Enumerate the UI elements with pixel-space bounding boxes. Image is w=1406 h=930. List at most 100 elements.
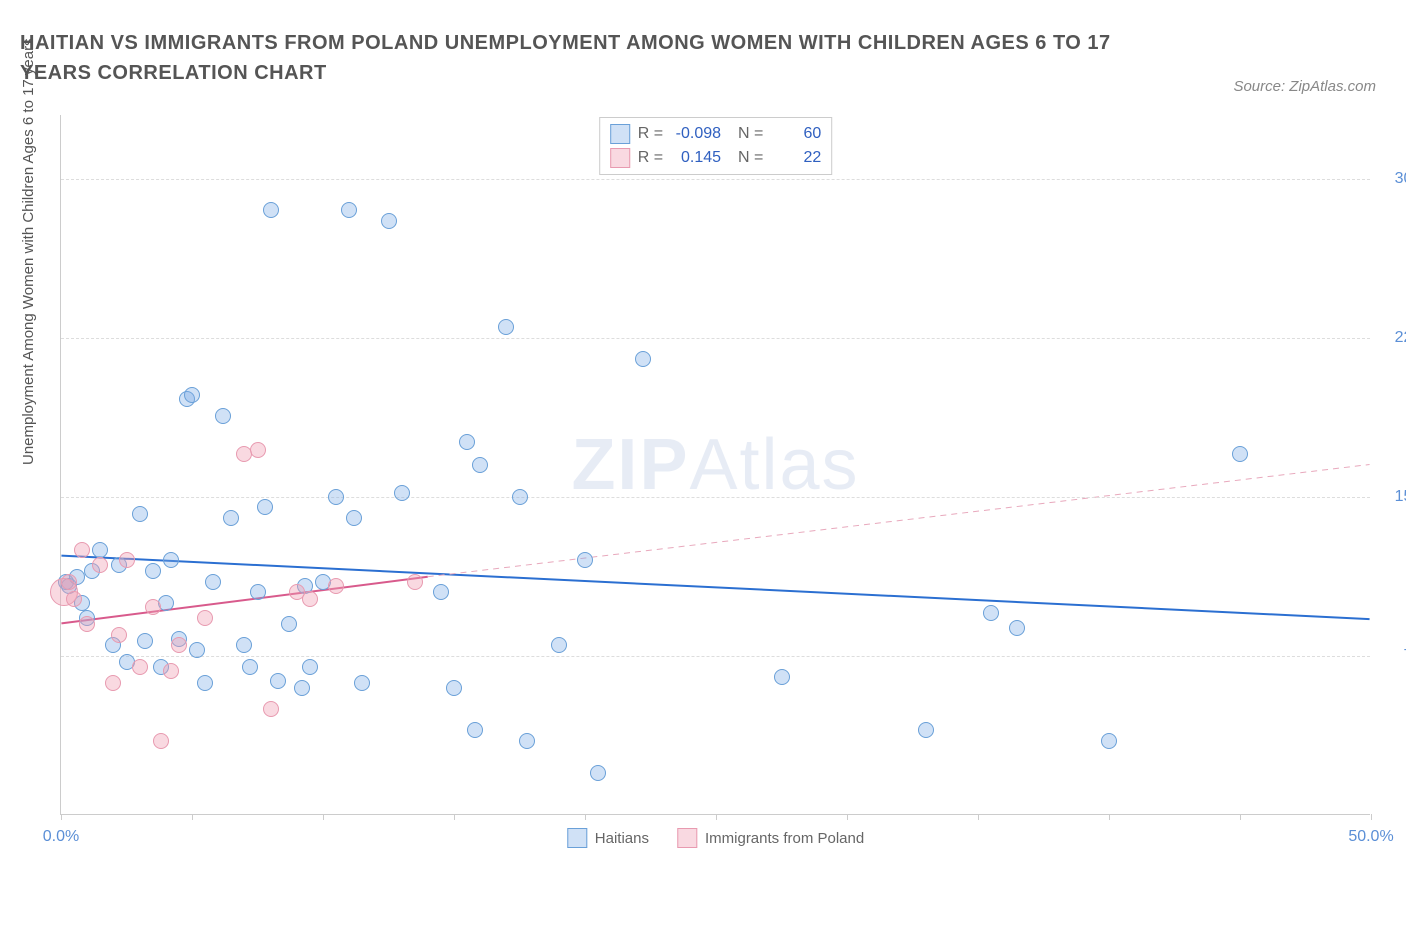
data-point: [250, 584, 266, 600]
y-tick-label: 30.0%: [1380, 170, 1406, 188]
x-tick-mark: [585, 814, 586, 820]
x-tick-mark: [1240, 814, 1241, 820]
data-point: [250, 442, 266, 458]
data-point: [1009, 620, 1025, 636]
data-point: [236, 637, 252, 653]
data-point: [407, 574, 423, 590]
x-tick-mark: [1371, 814, 1372, 820]
data-point: [472, 457, 488, 473]
data-point: [163, 552, 179, 568]
data-point: [137, 633, 153, 649]
n-value: 60: [771, 125, 821, 143]
data-point: [328, 578, 344, 594]
data-point: [519, 733, 535, 749]
x-tick-mark: [847, 814, 848, 820]
chart-title: HAITIAN VS IMMIGRANTS FROM POLAND UNEMPL…: [20, 28, 1130, 88]
r-value: -0.098: [671, 125, 721, 143]
source-label: Source: ZipAtlas.com: [1233, 78, 1376, 95]
x-tick-mark: [323, 814, 324, 820]
data-point: [577, 552, 593, 568]
x-tick-label: 0.0%: [43, 828, 79, 846]
stats-row: R = -0.098 N = 60: [610, 122, 822, 146]
r-label: R =: [638, 125, 663, 143]
data-point: [381, 213, 397, 229]
data-point: [184, 387, 200, 403]
data-point: [145, 599, 161, 615]
data-point: [346, 510, 362, 526]
data-point: [294, 680, 310, 696]
y-tick-label: 7.5%: [1380, 647, 1406, 665]
x-tick-mark: [1109, 814, 1110, 820]
data-point: [1232, 446, 1248, 462]
data-point: [341, 202, 357, 218]
data-point: [983, 605, 999, 621]
x-tick-label: 50.0%: [1348, 828, 1393, 846]
y-tick-label: 15.0%: [1380, 488, 1406, 506]
y-tick-label: 22.5%: [1380, 329, 1406, 347]
data-point: [105, 675, 121, 691]
data-point: [590, 765, 606, 781]
y-axis-label: Unemployment Among Women with Children A…: [20, 38, 37, 465]
legend-swatch-icon: [567, 828, 587, 848]
legend-item: Immigrants from Poland: [677, 828, 864, 848]
grid-line: [61, 656, 1370, 657]
data-point: [61, 574, 77, 590]
data-point: [215, 408, 231, 424]
legend-swatch-icon: [610, 148, 630, 168]
data-point: [302, 591, 318, 607]
data-point: [354, 675, 370, 691]
data-point: [189, 642, 205, 658]
n-value: 22: [771, 149, 821, 167]
legend-swatch-icon: [677, 828, 697, 848]
legend-swatch-icon: [610, 124, 630, 144]
watermark-icon: ZIPAtlas: [571, 424, 859, 506]
n-label: N =: [729, 149, 763, 167]
data-point: [263, 202, 279, 218]
legend-label: Immigrants from Poland: [705, 830, 864, 847]
data-point: [328, 489, 344, 505]
data-point: [132, 659, 148, 675]
data-point: [79, 616, 95, 632]
data-point: [302, 659, 318, 675]
data-point: [459, 434, 475, 450]
grid-line: [61, 179, 1370, 180]
trend-lines: [61, 115, 1370, 814]
stats-row: R =0.145 N =22: [610, 146, 822, 170]
grid-line: [61, 497, 1370, 498]
data-point: [551, 637, 567, 653]
data-point: [132, 506, 148, 522]
n-label: N =: [729, 125, 763, 143]
data-point: [242, 659, 258, 675]
data-point: [270, 673, 286, 689]
grid-line: [61, 338, 1370, 339]
data-point: [197, 610, 213, 626]
data-point: [163, 663, 179, 679]
data-point: [433, 584, 449, 600]
legend-item: Haitians: [567, 828, 649, 848]
data-point: [171, 637, 187, 653]
data-point: [92, 557, 108, 573]
data-point: [467, 722, 483, 738]
data-point: [205, 574, 221, 590]
data-point: [111, 627, 127, 643]
data-point: [918, 722, 934, 738]
x-tick-mark: [716, 814, 717, 820]
data-point: [153, 733, 169, 749]
data-point: [498, 319, 514, 335]
data-point: [512, 489, 528, 505]
data-point: [145, 563, 161, 579]
data-point: [263, 701, 279, 717]
data-point: [66, 591, 82, 607]
series-legend: Haitians Immigrants from Poland: [567, 828, 864, 848]
data-point: [223, 510, 239, 526]
data-point: [197, 675, 213, 691]
legend-label: Haitians: [595, 830, 649, 847]
data-point: [774, 669, 790, 685]
x-tick-mark: [61, 814, 62, 820]
data-point: [257, 499, 273, 515]
r-label: R =: [638, 149, 663, 167]
data-point: [1101, 733, 1117, 749]
data-point: [119, 552, 135, 568]
data-point: [446, 680, 462, 696]
x-tick-mark: [192, 814, 193, 820]
